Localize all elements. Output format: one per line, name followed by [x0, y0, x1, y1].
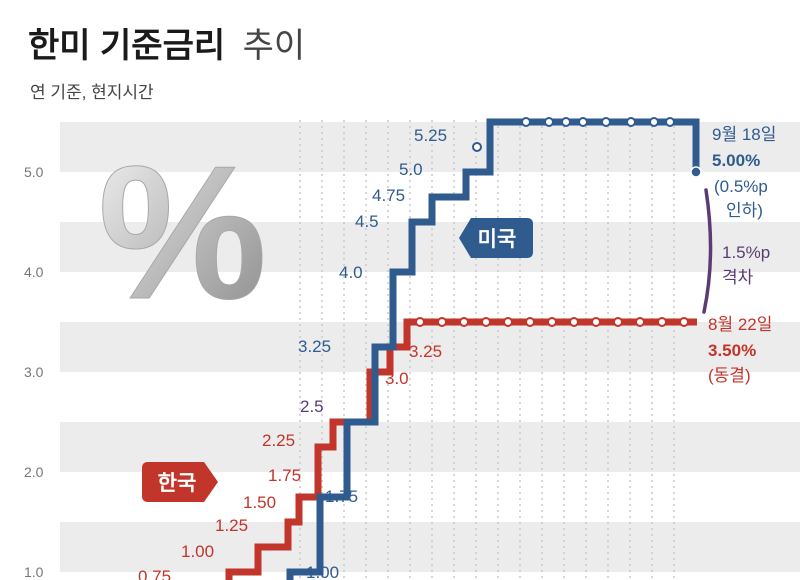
us-step-label: 1.75 — [325, 487, 358, 506]
us-step-label: 5.25 — [414, 126, 447, 145]
us-step-label: 2.5 — [300, 397, 324, 416]
korea-dot — [459, 317, 469, 327]
korea-dot — [657, 317, 667, 327]
step-labels: 1.00 1.75 2.5 3.25 4.0 4.5 4.75 5.0 5.25 0.75 1.00… — [138, 126, 447, 580]
us-dot — [521, 117, 531, 127]
us-plateau-dots — [472, 117, 675, 152]
y-tick-label: 2.0 — [24, 464, 44, 480]
korea-rate-label: 3.50% — [708, 341, 756, 360]
us-dot — [561, 117, 571, 127]
y-tick-label: 5.0 — [24, 164, 44, 180]
title-bold: 한미 기준금리 — [28, 27, 225, 65]
korea-date-label: 8월 22일 — [708, 315, 772, 334]
us-dot — [626, 117, 636, 127]
background-bands — [60, 122, 800, 572]
us-date-label: 9월 18일 — [712, 125, 776, 144]
korea-step-label: 0.75 — [138, 567, 171, 580]
band-0 — [60, 522, 800, 572]
y-tick-label: 3.0 — [24, 364, 44, 380]
us-step-label: 5.0 — [399, 160, 423, 179]
us-step-label: 4.75 — [372, 186, 405, 205]
title-light: 추이 — [243, 27, 306, 65]
us-rate-label: 5.00% — [712, 151, 760, 170]
korea-step-label: 3.25 — [409, 342, 442, 361]
svg-text:미국: 미국 — [478, 228, 517, 251]
y-axis-ticks: 1.0 2.0 3.0 4.0 5.0 — [24, 164, 44, 580]
band-4 — [60, 122, 800, 172]
korea-dot — [481, 317, 491, 327]
us-dot — [649, 117, 659, 127]
y-tick-label: 1.0 — [24, 564, 44, 580]
chart-subtitle: 연 기준, 현지시간 — [30, 83, 154, 102]
korea-dot — [679, 317, 689, 327]
gap-label-2: 격차 — [722, 268, 754, 287]
gap-label-1: 1.5%p — [722, 243, 770, 262]
korea-dot — [415, 317, 425, 327]
svg-text:한국: 한국 — [158, 472, 197, 495]
korea-step-label: 1.25 — [215, 516, 248, 535]
us-change-label-1: (0.5%p — [714, 177, 768, 196]
percent-decoration: % — [98, 127, 267, 339]
korea-plateau-dots — [415, 317, 689, 327]
korea-dot — [569, 317, 579, 327]
korea-dot — [635, 317, 645, 327]
us-step-label: 1.00 — [306, 563, 339, 580]
korea-dot — [547, 317, 557, 327]
us-badge: 미국 — [459, 218, 533, 258]
y-tick-label: 4.0 — [24, 264, 44, 280]
korea-change-label: (동결) — [708, 366, 751, 385]
korea-step-label: 3.0 — [385, 369, 409, 388]
us-dot — [544, 117, 554, 127]
korea-dot — [591, 317, 601, 327]
korea-dot — [613, 317, 623, 327]
us-step-label: 4.0 — [339, 263, 363, 282]
chart-title: 한미 기준금리 추이 — [28, 27, 305, 65]
us-step-label: 4.5 — [355, 212, 379, 231]
korea-dot — [503, 317, 513, 327]
korea-step-label: 1.75 — [268, 466, 301, 485]
us-step-label: 3.25 — [298, 337, 331, 356]
korea-step-label: 1.50 — [243, 493, 276, 512]
us-dot — [601, 117, 611, 127]
korea-step-label: 1.00 — [181, 542, 214, 561]
band-2 — [60, 322, 800, 372]
korea-dot — [525, 317, 535, 327]
us-dot — [578, 117, 588, 127]
us-change-label-2: 인하) — [726, 201, 763, 220]
korea-badge: 한국 — [142, 462, 218, 502]
us-end-point — [690, 166, 702, 178]
gap-bracket — [702, 188, 713, 314]
us-rate-line — [286, 118, 700, 580]
band-3 — [60, 222, 800, 272]
korea-dot — [437, 317, 447, 327]
us-dot — [472, 142, 482, 152]
korea-step-label: 2.25 — [262, 431, 295, 450]
us-dot — [665, 117, 675, 127]
